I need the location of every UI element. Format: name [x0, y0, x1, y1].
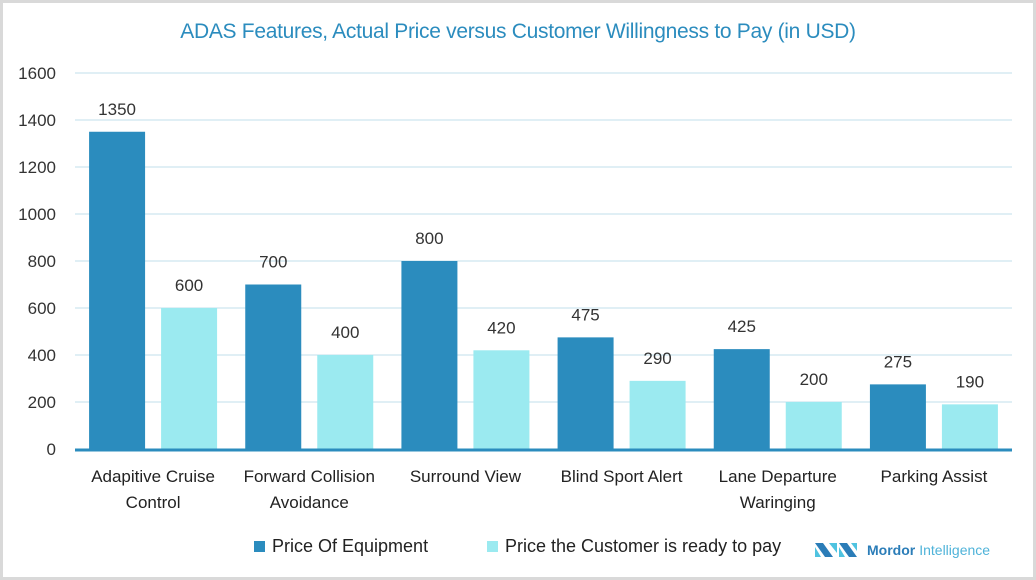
y-tick-label: 600	[28, 299, 56, 318]
legend-swatch-customer	[487, 541, 498, 552]
data-label: 400	[331, 323, 359, 342]
data-label: 290	[643, 349, 671, 368]
y-tick-label: 1400	[18, 111, 56, 130]
data-label: 200	[800, 370, 828, 389]
x-tick-label: Lane Departure	[719, 467, 837, 486]
x-tick-label: Parking Assist	[881, 467, 988, 486]
legend-item-customer: Price the Customer is ready to pay	[487, 536, 781, 557]
bar-customer-2	[473, 350, 530, 449]
legend-item-equipment: Price Of Equipment	[254, 536, 428, 557]
data-label: 420	[487, 318, 515, 337]
x-tick-label: Surround View	[410, 467, 522, 486]
bar-equipment-3	[557, 337, 614, 449]
data-label: 475	[571, 305, 599, 324]
chart-title: ADAS Features, Actual Price versus Custo…	[180, 20, 856, 43]
x-tick-label: Forward Collision	[244, 467, 375, 486]
data-label: 190	[956, 372, 984, 391]
x-tick-label: Waringing	[740, 493, 816, 512]
mordor-intelligence-logo: Mordor Intelligence	[815, 541, 990, 559]
bar-equipment-1	[245, 284, 302, 449]
y-tick-label: 400	[28, 346, 56, 365]
legend-swatch-equipment	[254, 541, 265, 552]
y-tick-label: 0	[47, 440, 56, 459]
x-tick-label: Blind Sport Alert	[561, 467, 683, 486]
x-tick-label: Avoidance	[270, 493, 349, 512]
logo-text-intelligence: Intelligence	[919, 542, 991, 558]
data-label: 600	[175, 276, 203, 295]
bar-equipment-4	[713, 349, 770, 449]
y-tick-label: 1600	[18, 64, 56, 83]
y-tick-label: 200	[28, 393, 56, 412]
bar-customer-4	[785, 402, 842, 449]
bar-equipment-5	[869, 384, 926, 449]
x-tick-label: Adapitive Cruise	[91, 467, 215, 486]
bar-customer-3	[629, 380, 686, 449]
y-tick-label: 1200	[18, 158, 56, 177]
y-tick-label: 800	[28, 252, 56, 271]
legend-label-equipment: Price Of Equipment	[272, 536, 429, 556]
data-label: 1350	[98, 100, 136, 119]
bar-customer-5	[941, 404, 998, 449]
bar-equipment-0	[89, 131, 146, 449]
data-label: 700	[259, 253, 287, 272]
x-tick-label: Control	[126, 493, 181, 512]
logo-text-mordor: Mordor	[867, 542, 916, 558]
y-tick-label: 1000	[18, 205, 56, 224]
bar-customer-1	[317, 355, 374, 449]
mordor-logo-icon	[815, 543, 857, 557]
bar-customer-0	[161, 308, 218, 449]
data-label: 425	[728, 317, 756, 336]
data-label: 275	[884, 352, 912, 371]
bar-equipment-2	[401, 261, 458, 449]
legend-label-customer: Price the Customer is ready to pay	[505, 536, 782, 556]
data-label: 800	[415, 229, 443, 248]
